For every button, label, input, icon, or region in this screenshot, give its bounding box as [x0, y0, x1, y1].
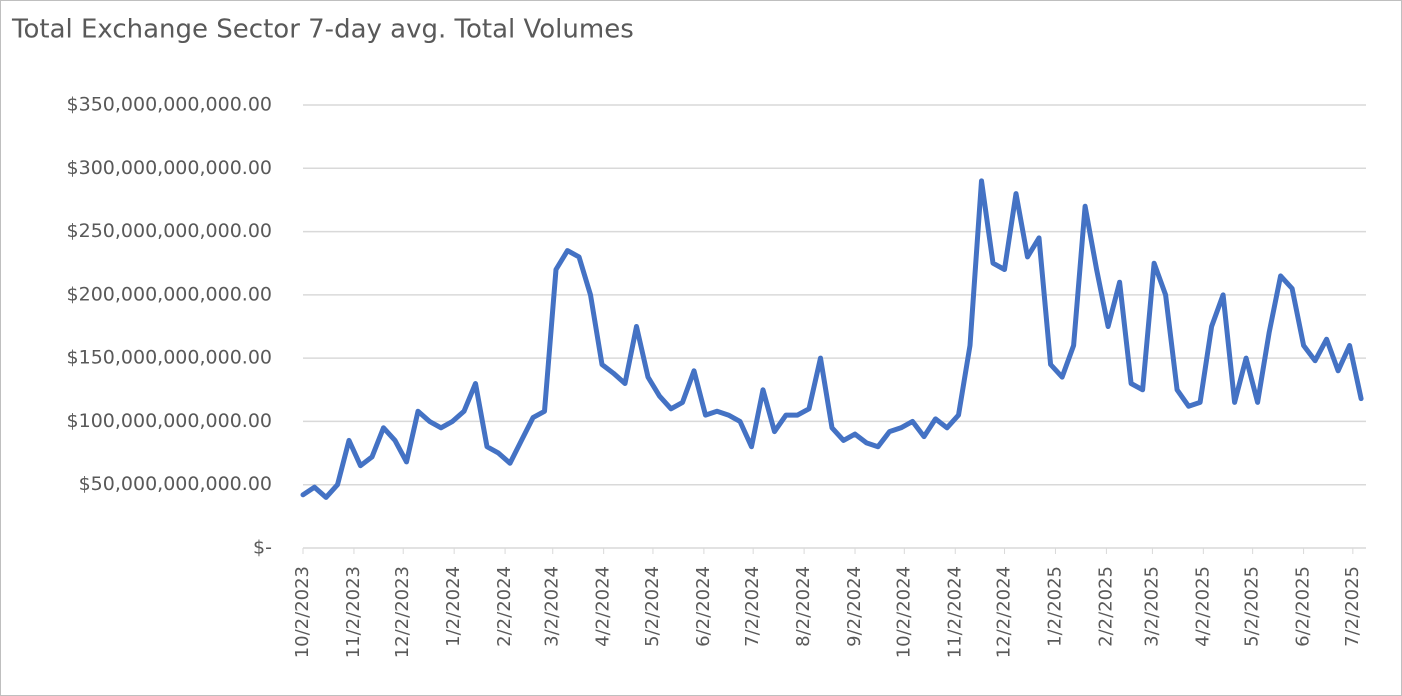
y-tick-label: $50,000,000,000.00 — [79, 473, 272, 495]
data-line — [300, 178, 1364, 500]
x-tick-label: 5/2/2025 — [1242, 566, 1263, 647]
y-tick-label: $- — [253, 537, 272, 559]
x-tick-label: 2/2/2025 — [1095, 566, 1116, 647]
x-tick-label: 9/2/2024 — [844, 566, 865, 647]
chart-title: Total Exchange Sector 7-day avg. Total V… — [11, 15, 634, 45]
y-tick-label: $200,000,000,000.00 — [67, 283, 272, 305]
x-tick-label: 3/2/2025 — [1141, 566, 1162, 647]
x-tick-label: 8/2/2024 — [793, 566, 814, 647]
y-tick-label: $300,000,000,000.00 — [67, 157, 272, 179]
x-tick-label: 4/2/2024 — [593, 566, 614, 647]
y-tick-label: $100,000,000,000.00 — [67, 410, 272, 432]
x-tick-label: 12/2/2024 — [994, 566, 1015, 658]
x-tick-label: 10/2/2023 — [292, 566, 313, 658]
x-tick-label: 11/2/2023 — [343, 566, 364, 658]
x-tick-label: 1/2/2024 — [443, 566, 464, 647]
x-tick-label: 2/2/2024 — [494, 566, 515, 647]
x-tick-label: 6/2/2025 — [1293, 566, 1314, 647]
x-tick-label: 10/2/2024 — [893, 566, 914, 658]
x-tick-label: 4/2/2025 — [1192, 566, 1213, 647]
x-tick-label: 7/2/2025 — [1342, 566, 1363, 647]
y-tick-label: $350,000,000,000.00 — [67, 94, 272, 116]
y-tick-label: $250,000,000,000.00 — [67, 220, 272, 242]
x-tick-label: 5/2/2024 — [642, 566, 663, 647]
x-tick-label: 11/2/2024 — [944, 566, 965, 658]
x-tick-label: 6/2/2024 — [693, 566, 714, 647]
y-tick-label: $150,000,000,000.00 — [67, 347, 272, 369]
x-tick-label: 7/2/2024 — [742, 566, 763, 647]
x-tick-label: 12/2/2023 — [392, 566, 413, 658]
x-tick-label: 3/2/2024 — [542, 566, 563, 647]
x-tick-label: 1/2/2025 — [1044, 566, 1065, 647]
